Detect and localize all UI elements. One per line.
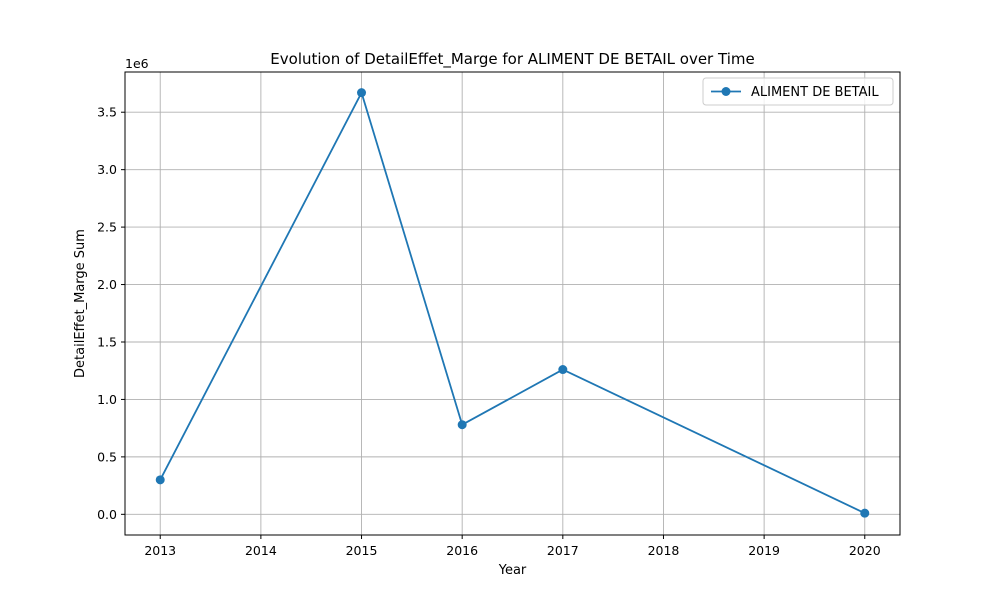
x-tick-label: 2020 bbox=[849, 543, 881, 558]
legend: ALIMENT DE BETAIL bbox=[702, 77, 894, 106]
plot-frame bbox=[124, 71, 901, 536]
y-tick-label: 2.5 bbox=[97, 220, 117, 235]
y-axis: 0.0 0.5 1.0 1.5 2.0 2.5 3.0 3.5 bbox=[97, 105, 125, 522]
x-axis-label: Year bbox=[498, 563, 527, 578]
data-point bbox=[558, 365, 568, 375]
x-axis: 2013 2014 2015 2016 2017 2018 2019 2020 bbox=[144, 535, 881, 558]
y-tick-label: 3.0 bbox=[97, 162, 117, 177]
legend-marker-swatch bbox=[721, 87, 731, 96]
y-offset-label: 1e6 bbox=[125, 56, 149, 71]
x-tick-label: 2019 bbox=[748, 543, 780, 558]
data-point bbox=[357, 88, 367, 98]
y-tick-label: 0.0 bbox=[97, 507, 117, 522]
y-tick-label: 3.5 bbox=[97, 105, 117, 120]
legend-box bbox=[702, 77, 894, 106]
x-tick-label: 2013 bbox=[144, 543, 176, 558]
legend-series-label: ALIMENT DE BETAIL bbox=[751, 85, 879, 100]
x-tick-label: 2014 bbox=[245, 543, 277, 558]
grid-lines bbox=[125, 72, 900, 535]
x-tick-label: 2016 bbox=[446, 543, 478, 558]
series-layer bbox=[155, 88, 870, 518]
data-point bbox=[860, 508, 870, 518]
x-tick-label: 2018 bbox=[648, 543, 680, 558]
chart-title: Evolution of DetailEffet_Marge for ALIME… bbox=[270, 50, 754, 69]
x-tick-label: 2015 bbox=[346, 543, 378, 558]
y-tick-label: 0.5 bbox=[97, 449, 117, 464]
y-tick-label: 1.0 bbox=[97, 392, 117, 407]
y-axis-label: DetailEffet_Marge Sum bbox=[73, 229, 88, 378]
data-point bbox=[155, 475, 165, 485]
data-point bbox=[457, 420, 467, 430]
x-tick-label: 2017 bbox=[547, 543, 579, 558]
y-tick-label: 1.5 bbox=[97, 334, 117, 349]
y-tick-label: 2.0 bbox=[97, 277, 117, 292]
